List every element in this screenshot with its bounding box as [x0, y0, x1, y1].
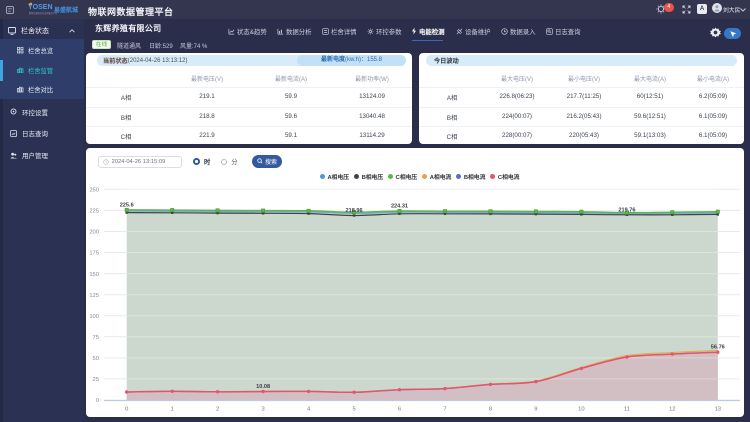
svg-text:200: 200 — [89, 230, 99, 236]
svg-text:5: 5 — [352, 406, 355, 412]
svg-text:13: 13 — [715, 406, 721, 412]
svg-text:250: 250 — [89, 188, 99, 194]
svg-text:2: 2 — [216, 406, 219, 412]
svg-text:50: 50 — [93, 356, 99, 362]
svg-text:224.31: 224.31 — [391, 204, 408, 210]
svg-text:4: 4 — [307, 406, 311, 412]
svg-text:219.76: 219.76 — [618, 207, 635, 213]
svg-text:56.76: 56.76 — [711, 345, 725, 351]
svg-text:10.08: 10.08 — [256, 384, 270, 390]
svg-text:11: 11 — [624, 406, 630, 412]
svg-text:150: 150 — [89, 272, 99, 278]
svg-text:125: 125 — [89, 293, 99, 299]
svg-text:225: 225 — [89, 209, 99, 215]
svg-text:3: 3 — [261, 406, 264, 412]
svg-text:6: 6 — [398, 406, 401, 412]
svg-text:25: 25 — [93, 377, 99, 383]
svg-text:225.6: 225.6 — [120, 202, 134, 208]
svg-text:1: 1 — [171, 406, 174, 412]
svg-text:12: 12 — [669, 406, 675, 412]
svg-text:0: 0 — [125, 406, 128, 412]
svg-text:218.96: 218.96 — [346, 208, 363, 214]
svg-text:7: 7 — [443, 406, 446, 412]
svg-text:8: 8 — [489, 406, 492, 412]
svg-text:0: 0 — [96, 398, 99, 404]
svg-text:175: 175 — [89, 251, 99, 257]
svg-text:75: 75 — [93, 335, 99, 341]
svg-text:100: 100 — [89, 314, 99, 320]
svg-text:10: 10 — [578, 406, 584, 412]
svg-text:9: 9 — [534, 406, 537, 412]
